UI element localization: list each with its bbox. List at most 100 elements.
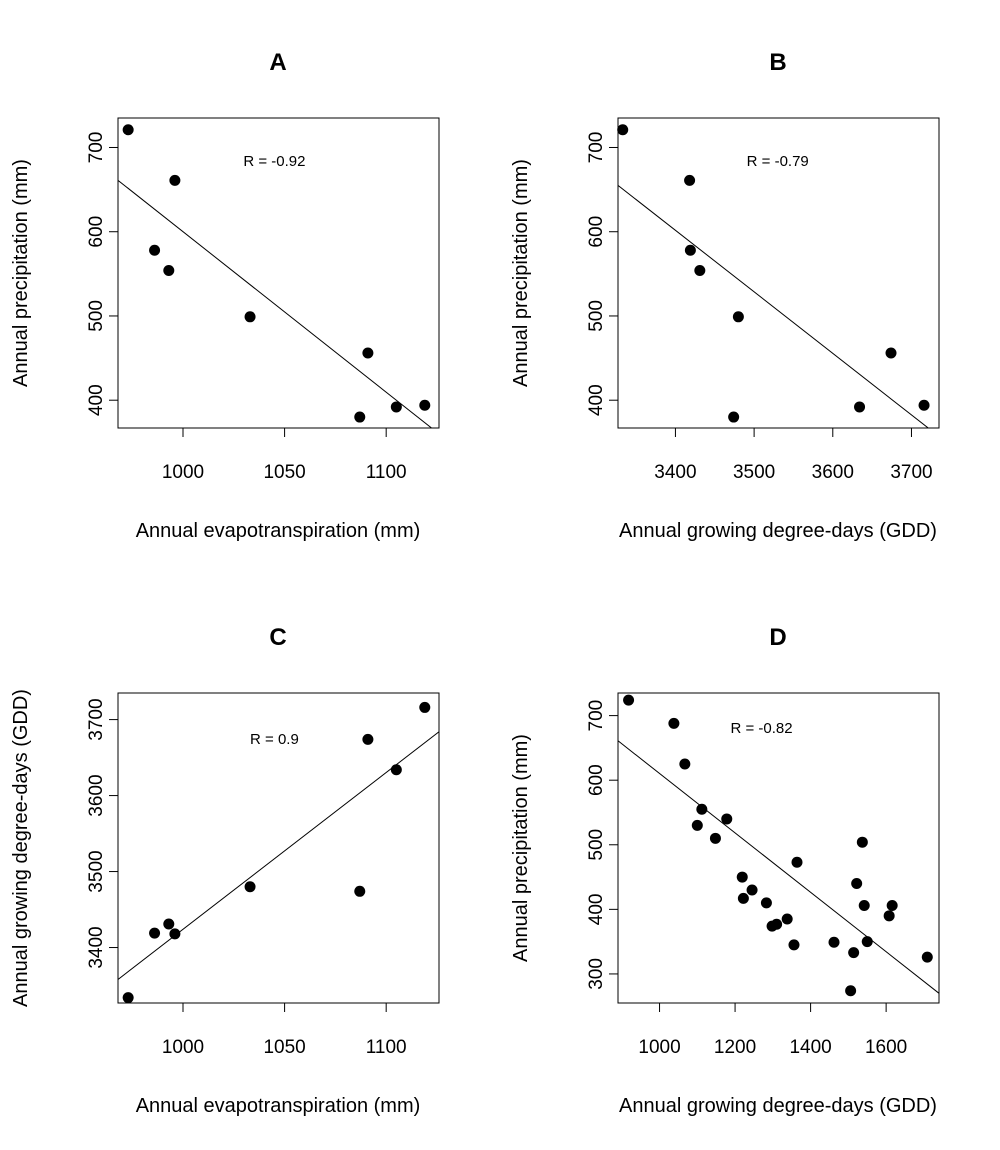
panel-b-y-tick-label-600: 600 xyxy=(586,216,607,248)
panel-d-y-axis-label: Annual precipitation (mm) xyxy=(510,734,532,962)
panel-d-point-18 xyxy=(845,985,857,997)
panel-c-point-3 xyxy=(163,918,175,930)
panel-b-x-tick-label-3500: 3500 xyxy=(733,462,775,483)
panel-c-y-tick-label-3400: 3400 xyxy=(86,926,107,968)
panel-d-point-19 xyxy=(848,947,860,959)
panel-a-title: A xyxy=(269,49,286,76)
panel-d-point-9 xyxy=(737,892,749,904)
panel-d-point-1 xyxy=(623,694,635,706)
panel-b-point-8 xyxy=(854,401,866,413)
panel-c-y-tick-label-3500: 3500 xyxy=(86,850,107,892)
panel-c-point-9 xyxy=(419,701,431,713)
panel-b-y-tick-label-400: 400 xyxy=(586,384,607,416)
panel-d-marks: 1000 1200 1400 1600 300 400 500 600 700 xyxy=(586,694,939,1058)
panel-d-x-tick-label-1000: 1000 xyxy=(638,1037,680,1058)
panel-a-point-2 xyxy=(169,174,181,186)
panel-c-x-tick-label-1100: 1100 xyxy=(366,1037,407,1058)
panel-c-marks: 1000 1050 1100 3400 3500 3600 3700 xyxy=(86,698,439,1058)
panel-b-point-3 xyxy=(684,244,696,256)
panel-d-correlation-label: R = -0.82 xyxy=(730,720,792,737)
panel-b-title: B xyxy=(769,49,786,76)
panel-a: A R = -0.92 Annual evapotranspiration (m… xyxy=(10,49,440,542)
panel-a-point-9 xyxy=(419,399,431,411)
panel-b-x-tick-label-3700: 3700 xyxy=(890,462,932,483)
panel-c-x-tick-label-1000: 1000 xyxy=(162,1037,204,1058)
panel-c-point-4 xyxy=(169,928,181,940)
panel-c-x-tick-label-1050: 1050 xyxy=(263,1037,305,1058)
panel-a-point-4 xyxy=(163,264,175,276)
panel-a-point-3 xyxy=(149,244,161,256)
panel-b-point-1 xyxy=(617,124,629,136)
panel-d-point-6 xyxy=(709,832,721,844)
panel-b-point-9 xyxy=(918,399,930,411)
panel-d: D R = -0.82 Annual growing degree-days (… xyxy=(510,624,940,1117)
panel-d-y-tick-label-600: 600 xyxy=(586,764,607,796)
panel-d-y-tick-label-300: 300 xyxy=(586,958,607,990)
panel-d-point-3 xyxy=(679,758,691,770)
panel-c-title: C xyxy=(269,624,286,651)
panel-c-y-tick-label-3700: 3700 xyxy=(86,698,107,740)
panel-a-marks: 1000 1050 1100 400 500 600 700 xyxy=(86,124,433,483)
panel-d-x-tick-label-1400: 1400 xyxy=(789,1037,831,1058)
panel-a-y-axis-label: Annual precipitation (mm) xyxy=(10,159,32,387)
panel-c-point-8 xyxy=(390,764,402,776)
panel-b-y-axis-label: Annual precipitation (mm) xyxy=(510,159,532,387)
panel-b-point-7 xyxy=(885,347,897,359)
panel-c-x-axis-label: Annual evapotranspiration (mm) xyxy=(136,1095,421,1117)
panel-c-point-5 xyxy=(244,881,256,893)
panel-a-point-5 xyxy=(244,311,256,323)
panel-a-point-8 xyxy=(390,401,402,413)
panel-d-point-17 xyxy=(828,936,840,948)
panel-d-point-21 xyxy=(856,836,868,848)
panel-d-point-23 xyxy=(861,936,873,948)
panel-a-regression-line xyxy=(118,179,433,428)
panel-d-title: D xyxy=(769,624,786,651)
panel-d-y-tick-label-400: 400 xyxy=(586,894,607,926)
panel-d-point-11 xyxy=(760,897,772,909)
panel-b-x-tick-label-3400: 3400 xyxy=(654,462,696,483)
panel-b-y-tick-label-700: 700 xyxy=(586,132,607,164)
panel-b-point-6 xyxy=(728,411,740,423)
panel-c-point-6 xyxy=(354,885,366,897)
panel-d-point-24 xyxy=(883,910,895,922)
panel-a-y-tick-label-700: 700 xyxy=(86,132,107,164)
panel-b-x-tick-label-3600: 3600 xyxy=(812,462,854,483)
panel-d-point-22 xyxy=(858,899,870,911)
panel-d-point-10 xyxy=(746,884,758,896)
panel-a-x-tick-label-1100: 1100 xyxy=(366,462,407,483)
panel-a-x-tick-label-1000: 1000 xyxy=(162,462,204,483)
panel-a-x-axis-label: Annual evapotranspiration (mm) xyxy=(136,520,421,542)
panel-d-point-5 xyxy=(696,803,708,815)
panel-b-y-tick-label-500: 500 xyxy=(586,300,607,332)
panel-c-point-2 xyxy=(149,927,161,939)
panel-b-marks: 3400 3500 3600 3700 400 500 600 700 xyxy=(586,124,933,483)
panel-d-y-tick-label-500: 500 xyxy=(586,829,607,861)
panel-b-point-4 xyxy=(694,264,706,276)
panel-d-point-7 xyxy=(721,813,733,825)
panel-c-point-1 xyxy=(122,992,134,1004)
panel-c-point-7 xyxy=(362,733,374,745)
panel-a-y-tick-label-400: 400 xyxy=(86,384,107,416)
panel-a-y-tick-label-600: 600 xyxy=(86,216,107,248)
panel-b-point-2 xyxy=(684,174,696,186)
panel-b: B R = -0.79 Annual growing degree-days (… xyxy=(510,49,940,542)
panel-c-y-tick-label-3600: 3600 xyxy=(86,774,107,816)
panel-d-point-15 xyxy=(788,939,800,951)
panel-a-point-6 xyxy=(362,347,374,359)
panel-d-x-axis-label: Annual growing degree-days (GDD) xyxy=(619,1095,937,1117)
panel-d-point-14 xyxy=(781,913,793,925)
panel-c: C R = 0.9 Annual evapotranspiration (mm)… xyxy=(10,624,440,1117)
panel-d-x-tick-label-1600: 1600 xyxy=(865,1037,907,1058)
panel-c-y-axis-label: Annual growing degree-days (GDD) xyxy=(10,689,32,1007)
panel-b-point-5 xyxy=(732,311,744,323)
panel-d-point-2 xyxy=(668,717,680,729)
panel-b-correlation-label: R = -0.79 xyxy=(747,153,809,170)
panel-d-point-26 xyxy=(921,951,933,963)
panel-d-x-tick-label-1200: 1200 xyxy=(714,1037,756,1058)
panel-c-correlation-label: R = 0.9 xyxy=(250,731,299,748)
panel-b-x-axis-label: Annual growing degree-days (GDD) xyxy=(619,520,937,542)
panel-d-point-13 xyxy=(771,918,783,930)
panel-b-regression-line xyxy=(618,184,930,428)
